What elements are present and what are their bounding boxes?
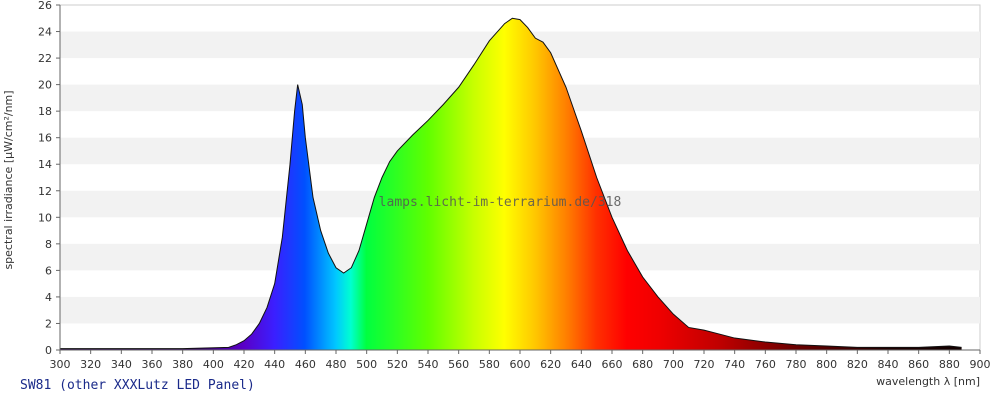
y-tick-label: 16 bbox=[38, 132, 52, 145]
x-tick-label: 360 bbox=[142, 358, 163, 371]
x-tick-label: 560 bbox=[448, 358, 469, 371]
y-tick-label: 20 bbox=[38, 79, 52, 92]
chart-caption: SW81 (other XXXLutz LED Panel) bbox=[20, 378, 255, 393]
x-tick-label: 540 bbox=[418, 358, 439, 371]
y-tick-label: 0 bbox=[45, 344, 52, 357]
x-tick-label: 620 bbox=[540, 358, 561, 371]
x-tick-label: 500 bbox=[356, 358, 377, 371]
x-axis-title: wavelength λ [nm] bbox=[876, 375, 980, 388]
spectrum-layer bbox=[60, 17, 962, 350]
y-tick-label: 22 bbox=[38, 52, 52, 65]
x-tick-label: 780 bbox=[786, 358, 807, 371]
x-tick-label: 720 bbox=[694, 358, 715, 371]
y-tick-label: 2 bbox=[45, 317, 52, 330]
y-tick-label: 26 bbox=[38, 0, 52, 12]
y-tick-label: 8 bbox=[45, 238, 52, 251]
y-tick-label: 10 bbox=[38, 211, 52, 224]
x-tick-label: 660 bbox=[602, 358, 623, 371]
x-tick-label: 760 bbox=[755, 358, 776, 371]
x-tick-label: 880 bbox=[939, 358, 960, 371]
y-axis-title: spectral irradiance [µW/cm²/nm] bbox=[2, 90, 15, 269]
x-tick-label: 700 bbox=[663, 358, 684, 371]
x-tick-label: 740 bbox=[724, 358, 745, 371]
x-tick-label: 480 bbox=[326, 358, 347, 371]
x-tick-label: 300 bbox=[50, 358, 71, 371]
x-tick-label: 400 bbox=[203, 358, 224, 371]
x-tick-label: 440 bbox=[264, 358, 285, 371]
y-tick-label: 24 bbox=[38, 26, 52, 39]
x-tick-label: 340 bbox=[111, 358, 132, 371]
x-tick-label: 860 bbox=[908, 358, 929, 371]
x-tick-label: 460 bbox=[295, 358, 316, 371]
spectrum-area bbox=[60, 18, 962, 350]
x-tick-label: 680 bbox=[632, 358, 653, 371]
y-tick-label: 18 bbox=[38, 105, 52, 118]
x-tick-label: 580 bbox=[479, 358, 500, 371]
x-tick-label: 820 bbox=[847, 358, 868, 371]
x-tick-label: 320 bbox=[80, 358, 101, 371]
x-tick-label: 640 bbox=[571, 358, 592, 371]
y-tick-label: 14 bbox=[38, 158, 52, 171]
x-tick-label: 800 bbox=[816, 358, 837, 371]
y-tick-label: 6 bbox=[45, 264, 52, 277]
watermark: lamps.licht-im-terrarium.de/318 bbox=[379, 195, 622, 210]
x-tick-label: 600 bbox=[510, 358, 531, 371]
x-tick-label: 380 bbox=[172, 358, 193, 371]
x-tick-label: 900 bbox=[970, 358, 991, 371]
spectrum-line bbox=[60, 17, 962, 350]
x-tick-label: 840 bbox=[878, 358, 899, 371]
x-axis-ticks: 300 320 340 360 380 400 420 440 460 480 500 520 540 5… bbox=[50, 349, 991, 371]
x-tick-label: 420 bbox=[234, 358, 255, 371]
x-tick-label: 520 bbox=[387, 358, 408, 371]
y-tick-label: 12 bbox=[38, 185, 52, 198]
y-tick-label: 4 bbox=[45, 291, 52, 304]
